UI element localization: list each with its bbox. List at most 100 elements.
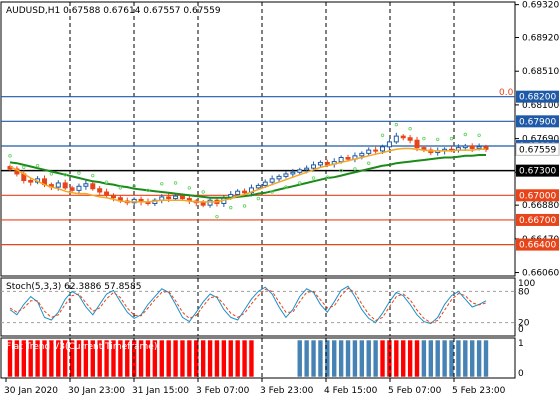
candle-body [255, 184, 261, 189]
flat-trend-bar [248, 339, 255, 378]
flat-trend-bar [89, 339, 96, 378]
sar-dot [35, 164, 40, 168]
flat-trend-bar [14, 339, 20, 378]
ma-slow-line [9, 154, 486, 199]
candle-body [262, 181, 268, 186]
candle-body [366, 149, 372, 154]
price-tick-label: 0.68920 [522, 34, 559, 44]
stoch-tick-label: 100 [518, 279, 535, 289]
level-label-box [516, 189, 559, 202]
flat-trend-bar [48, 339, 55, 378]
flat-trend-bar [158, 339, 165, 378]
stoch-label: Stoch(5,3,3) 62.3886 57.8585 [6, 282, 141, 292]
flat-trend-bar [338, 339, 344, 378]
flat-trend-bar [55, 339, 62, 378]
flat-trend-bar [165, 339, 172, 378]
candle-body [62, 182, 68, 189]
candle-body [345, 156, 351, 160]
ma-fast-line [9, 147, 486, 203]
flat-trend-bar [62, 339, 68, 378]
flat-trend-bar [152, 339, 158, 378]
price-tick-label: 0.66880 [522, 201, 559, 211]
flat-trend-bar [172, 339, 179, 378]
flat-trend-bar [179, 339, 186, 378]
candle-body [276, 175, 282, 180]
candle-body [131, 198, 137, 204]
level-label: 0.67300 [519, 167, 556, 177]
flat-trend-bar [359, 339, 365, 378]
flat-trend-bar [214, 339, 220, 378]
flat-trend-bar [34, 339, 41, 378]
flat-trend-panel[interactable]: Flat Trend V3(Current Timeframe) [0, 337, 516, 379]
flat-trend-bar [379, 339, 386, 378]
flat-trend-bar [200, 339, 206, 378]
level-label: 0.68200 [519, 93, 556, 103]
flat-trend-bar [372, 339, 379, 378]
stochastic-panel[interactable]: Stoch(5,3,3) 62.3886 57.8585 [0, 277, 516, 337]
sar-dot [91, 173, 95, 178]
level-label-box [516, 164, 559, 177]
fib-zero-label: 0.0 [499, 88, 514, 98]
sar-dot [463, 132, 468, 137]
moving-averages [9, 147, 486, 203]
stoch-tick-label: 20 [518, 319, 530, 329]
level-label-box [516, 213, 559, 226]
sar-dot [8, 154, 12, 158]
candle-body [28, 179, 34, 183]
flat-trend-bar [76, 339, 82, 378]
candle-body [393, 135, 399, 143]
flat-trend-bar [455, 339, 462, 378]
sar-dot [104, 180, 109, 184]
time-label: 30 Jan 23:00 [68, 386, 125, 396]
flat-trend-bar [462, 339, 469, 378]
flat-trend-bar [138, 339, 144, 378]
candle-body [110, 194, 116, 199]
flat-trend-histogram [7, 339, 489, 378]
ft-tick-label: 0 [518, 369, 524, 379]
flat-trend-bar [469, 339, 476, 378]
candle-body [373, 149, 379, 152]
price-axis: 0.693200.689200.685100.681000.676900.672… [515, 1, 559, 279]
sar-dot [160, 182, 164, 186]
flat-trend-bar [241, 339, 248, 378]
flat-trend-bar [69, 339, 75, 378]
candle-body [104, 191, 110, 196]
support-resistance-levels [1, 96, 515, 246]
flat-trend-bar [83, 339, 89, 378]
flat-trend-bar [207, 339, 213, 378]
flat-trend-bar [234, 339, 241, 378]
flat-trend-bar [317, 339, 324, 378]
flat-trend-bar [193, 339, 200, 378]
flat-trend-bar [7, 339, 13, 378]
sar-dot [339, 168, 343, 173]
sar-dot [284, 185, 288, 189]
sar-dot [394, 122, 399, 127]
time-label: 5 Feb 07:00 [388, 386, 442, 396]
sar-dot [477, 133, 481, 138]
main-price-panel[interactable]: AUDUSD,H1 0.67588 0.67614 0.67557 0.6755… [0, 1, 516, 277]
flat-trend-bar [124, 339, 131, 378]
flat-trend-axis: 10 [518, 339, 524, 379]
candle-body [83, 183, 89, 187]
stoch-tick-label: 80 [518, 287, 530, 297]
flat-trend-bar [296, 339, 303, 378]
flat-trend-bar [96, 339, 103, 378]
time-label: 30 Jan 2020 [4, 386, 58, 396]
candle-body [324, 161, 330, 165]
candle-body [166, 196, 172, 200]
price-tick-label: 0.69320 [522, 1, 559, 11]
symbol-header: AUDUSD,H1 0.67588 0.67614 0.67557 0.6755… [6, 6, 221, 16]
candle-body [69, 187, 75, 191]
level-label: 0.66400 [519, 241, 556, 251]
candle-body [414, 139, 420, 149]
time-label: 5 Feb 23:00 [452, 386, 506, 396]
sar-dot [311, 176, 316, 180]
flat-trend-bar [41, 339, 48, 378]
sar-dot [118, 186, 123, 190]
candle-body [173, 195, 179, 200]
price-tick-label: 0.66060 [522, 269, 559, 279]
flat-trend-bar [400, 339, 407, 378]
candle-body [290, 171, 296, 175]
